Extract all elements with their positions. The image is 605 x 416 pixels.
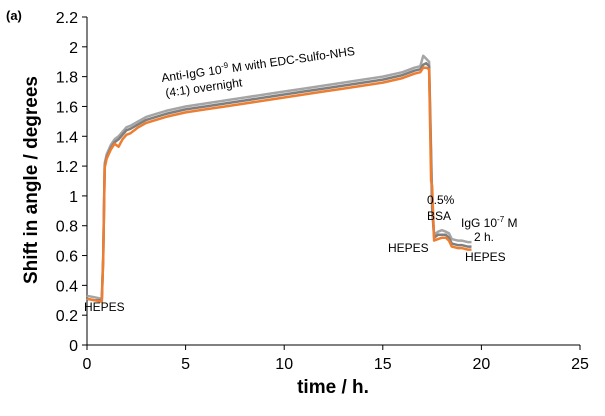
y-tick-label: 1.2 bbox=[56, 159, 78, 176]
annotation-igg-text-b: M bbox=[504, 216, 517, 230]
y-tick-label: 0.2 bbox=[56, 308, 78, 325]
x-tick-label: 10 bbox=[275, 356, 293, 373]
y-tick-label: 0.8 bbox=[56, 219, 78, 236]
annotation-igg-line2: 2 h. bbox=[474, 230, 494, 244]
x-tick-label: 0 bbox=[83, 356, 92, 373]
annotation-anti-igg-text-b: M with EDC-Sulfo-NHS bbox=[228, 44, 356, 76]
annotation-igg: IgG 10-7 M 2 h. bbox=[461, 215, 521, 244]
annotation-bsa: 0.5% BSA bbox=[427, 193, 458, 223]
y-tick-label: 1.6 bbox=[56, 99, 78, 116]
y-axis-title: Shift in angle / degrees bbox=[21, 76, 42, 284]
annotation-igg-text-a: IgG 10 bbox=[461, 216, 497, 230]
x-tick-label: 15 bbox=[374, 356, 392, 373]
y-tick-label: 1 bbox=[69, 189, 78, 206]
annotation-igg-exponent: -7 bbox=[497, 215, 505, 224]
annotation-anti-igg-line1: Anti-IgG 10-9 M with EDC-Sulfo-NHS bbox=[160, 43, 355, 85]
y-tick-label: 0 bbox=[69, 338, 78, 355]
y-tick-label: 0.6 bbox=[56, 249, 78, 266]
y-tick-label: 1.8 bbox=[56, 70, 78, 87]
x-tick-label: 5 bbox=[181, 356, 190, 373]
series-line-3 bbox=[86, 66, 472, 304]
x-tick-label: 25 bbox=[571, 356, 589, 373]
annotation-hepes-end: HEPES bbox=[465, 250, 506, 264]
y-tick-label: 2 bbox=[69, 40, 78, 57]
y-tick-label: 2.2 bbox=[56, 10, 78, 27]
panel-label: (a) bbox=[6, 8, 22, 23]
x-axis-title: time / h. bbox=[297, 377, 369, 398]
y-tick-label: 0.4 bbox=[56, 278, 78, 295]
annotation-bsa-line1: 0.5% bbox=[427, 193, 455, 207]
annotation-hepes-start: HEPES bbox=[84, 300, 125, 314]
series-line-2 bbox=[86, 61, 472, 302]
annotation-anti-igg-exponent: -9 bbox=[220, 61, 229, 71]
series-lines bbox=[86, 54, 472, 304]
series-line-1 bbox=[86, 54, 472, 301]
y-tick-label: 1.4 bbox=[56, 129, 78, 146]
x-ticks: 0 5 10 15 20 25 bbox=[83, 345, 589, 373]
plot-area bbox=[86, 17, 580, 346]
y-ticks: 0 0.2 0.4 0.6 0.8 1 1.2 1.4 1.6 1.8 2 2.2 bbox=[56, 10, 87, 355]
annotation-hepes-mid: HEPES bbox=[388, 241, 429, 255]
annotation-bsa-line2: BSA bbox=[427, 209, 451, 223]
x-tick-label: 20 bbox=[473, 356, 491, 373]
